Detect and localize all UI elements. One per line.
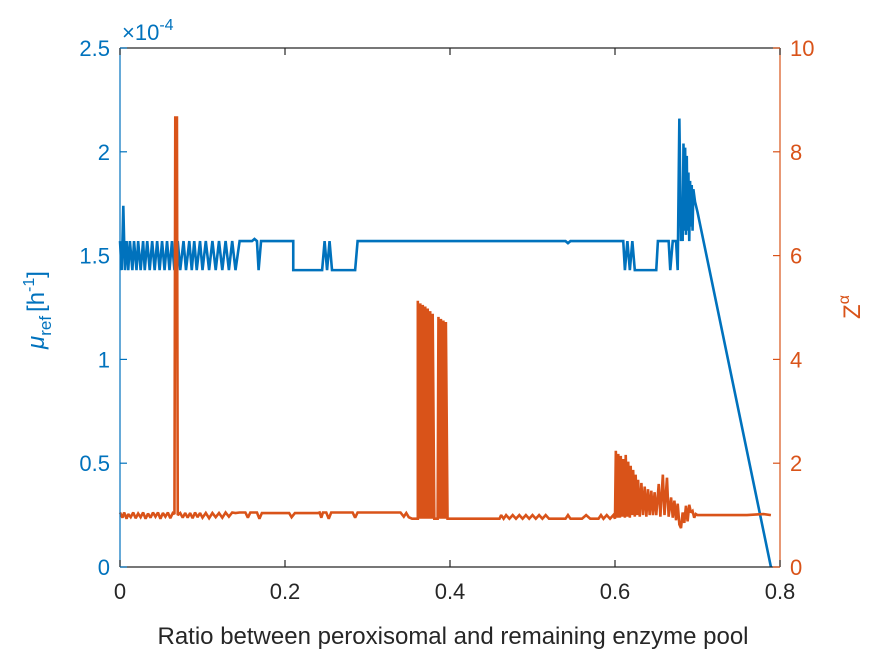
left-y-label-subscript: ref: [36, 316, 55, 336]
right-y-label-superscript: α: [836, 295, 853, 304]
right-y-tick-label: 6: [790, 244, 802, 269]
left-y-tick-label: 2: [98, 140, 110, 165]
svg-text:μref[h-1]: μref [h-1]: [21, 271, 55, 350]
x-tick-label: 0.4: [435, 579, 466, 604]
x-tick-label: 0.8: [765, 579, 796, 604]
right-y-tick-label: 10: [790, 36, 814, 61]
axes-group: [119, 47, 781, 568]
left-y-tick-label: 1.5: [79, 244, 110, 269]
right-y-label-symbol: Z: [839, 304, 866, 319]
multiplier-exponent: -4: [159, 17, 173, 34]
right-y-tick-label: 2: [790, 451, 802, 476]
x-tick-label: 0: [114, 579, 126, 604]
x-axis-label: Ratio between peroxisomal and remaining …: [158, 623, 749, 650]
mu-ref-series-line: [118, 118, 773, 568]
left-y-label-unit-exponent: -1: [21, 278, 38, 292]
right-y-tick-label: 8: [790, 140, 802, 165]
left-y-label-symbol: μ: [23, 336, 50, 350]
left-y-tick-label: 0: [98, 555, 110, 580]
x-tick-label: 0.2: [270, 579, 301, 604]
svg-text:Zα: Zα: [836, 295, 866, 319]
left-y-tick-label: 1: [98, 347, 110, 372]
left-axis-multiplier: ×10-4: [122, 17, 174, 45]
series-group: [118, 116, 773, 568]
x-tick-label: 0.6: [600, 579, 631, 604]
multiplier-base: ×10: [122, 20, 159, 45]
left-y-label-unit: [h: [23, 292, 50, 312]
right-y-tick-label: 4: [790, 347, 802, 372]
left-y-axis-label: μref [h-1]: [21, 271, 55, 350]
left-y-label-unit-close: ]: [23, 271, 50, 278]
left-y-tick-label: 0.5: [79, 451, 110, 476]
left-y-tick-label: 2.5: [79, 36, 110, 61]
right-y-axis-label: Zα: [836, 295, 866, 319]
right-y-tick-label: 0: [790, 555, 802, 580]
z-alpha-series-line: [118, 116, 772, 529]
